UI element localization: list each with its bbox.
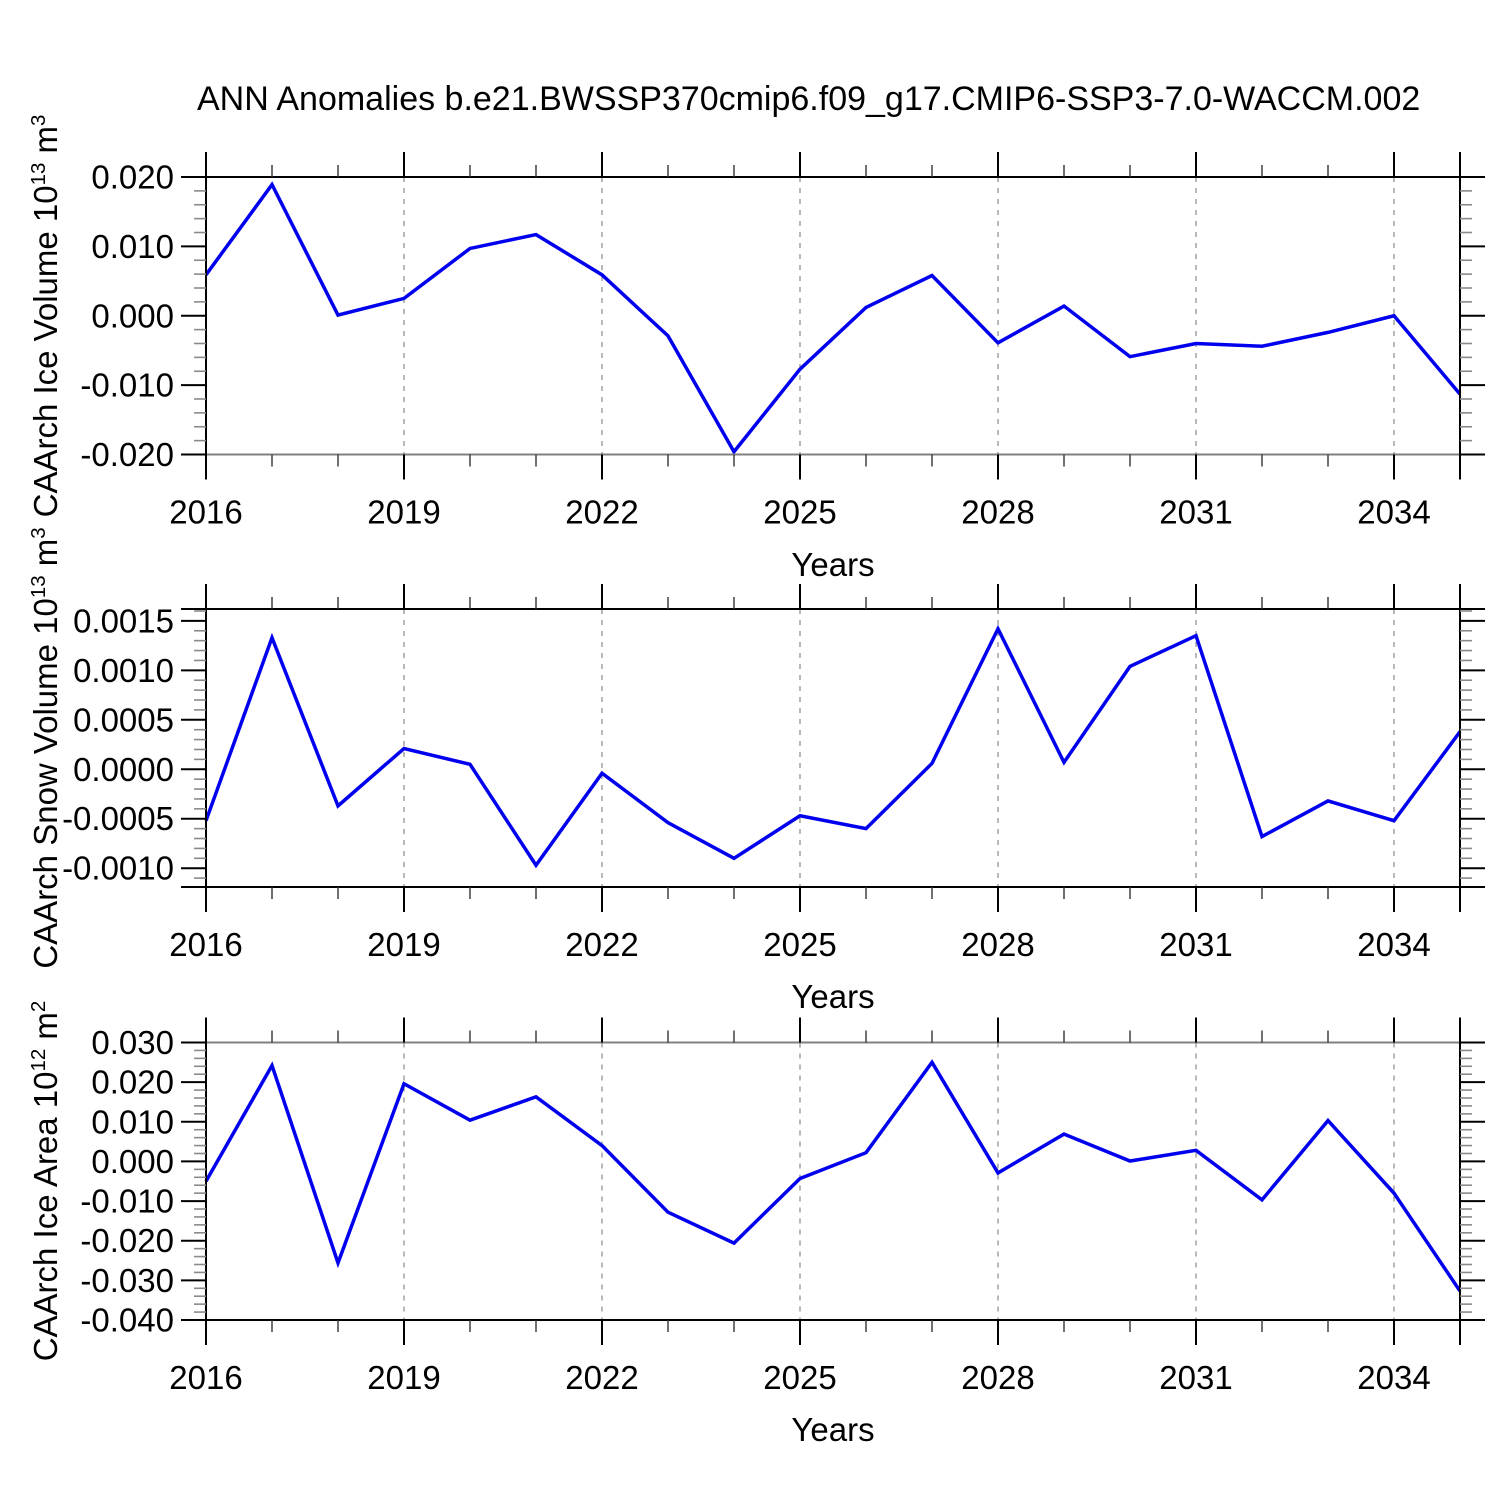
y-axis-label-unit: m xyxy=(27,538,64,576)
x-axis-label: Years xyxy=(791,1411,875,1448)
y-tick-label: -0.0005 xyxy=(62,800,174,837)
y-axis-label-text: CAArch Snow Volume 10 xyxy=(27,598,64,969)
y-tick-label: -0.040 xyxy=(80,1302,174,1339)
y-tick-label: -0.030 xyxy=(80,1262,174,1299)
caarch-ice-area-line xyxy=(204,1059,1462,1293)
y-tick-label: -0.020 xyxy=(80,1222,174,1259)
x-tick-label: 2028 xyxy=(961,926,1034,963)
x-tick-label: 2016 xyxy=(169,494,242,531)
y-tick-label: -0.010 xyxy=(80,1183,174,1220)
x-tick-label: 2019 xyxy=(367,494,440,531)
x-tick-label: 2025 xyxy=(763,926,836,963)
x-tick-label: 2022 xyxy=(565,494,638,531)
x-tick-label: 2031 xyxy=(1159,926,1232,963)
y-tick-label: 0.030 xyxy=(91,1024,174,1061)
y-tick-label: -0.010 xyxy=(80,367,174,404)
y-tick-label: 0.010 xyxy=(91,228,174,265)
y-tick-label: 0.020 xyxy=(91,159,174,196)
y-axis-label-unit-exponent: 3 xyxy=(27,114,50,126)
x-tick-label: 2025 xyxy=(763,1359,836,1396)
y-axis-label-exponent: 13 xyxy=(27,162,50,186)
x-tick-label: 2034 xyxy=(1357,494,1430,531)
y-axis-label-unit-exponent: 3 xyxy=(27,527,50,539)
y-tick-label: 0.0005 xyxy=(73,701,174,738)
x-tick-label: 2028 xyxy=(961,494,1034,531)
y-tick-label: 0.0010 xyxy=(73,652,174,689)
x-tick-label: 2025 xyxy=(763,494,836,531)
y-axis-label-unit: m xyxy=(27,1012,64,1049)
x-tick-label: 2019 xyxy=(367,1359,440,1396)
y-axis-label-unit: m xyxy=(27,125,64,163)
y-tick-label: 0.000 xyxy=(91,1143,174,1180)
y-tick-label: -0.0010 xyxy=(62,850,174,887)
y-axis-label-exponent: 13 xyxy=(27,575,50,599)
caarch-ice-volume-line xyxy=(204,181,1462,455)
x-tick-label: 2031 xyxy=(1159,1359,1232,1396)
x-axis-label: Years xyxy=(791,978,875,1015)
y-axis-label-unit-exponent: 2 xyxy=(27,1000,50,1013)
x-axis-label: Years xyxy=(791,545,875,583)
x-tick-label: 2034 xyxy=(1357,1359,1430,1396)
y-axis-label-text: CAArch Ice Volume 10 xyxy=(27,185,64,518)
y-tick-label: 0.000 xyxy=(91,297,174,334)
y-axis-label-ice-volume: CAArch Ice Volume 1013 m3 xyxy=(27,114,65,517)
y-tick-label: 0.0000 xyxy=(73,751,174,788)
y-tick-label: 0.020 xyxy=(91,1064,174,1101)
y-tick-label: 0.0015 xyxy=(73,602,174,639)
x-tick-label: 2034 xyxy=(1357,926,1430,963)
figure-title: ANN Anomalies b.e21.BWSSP370cmip6.f09_g1… xyxy=(197,80,1421,118)
y-axis-label-exponent: 12 xyxy=(27,1048,50,1072)
y-tick-label: 0.010 xyxy=(91,1103,174,1140)
caarch-snow-volume-line xyxy=(204,624,1462,869)
x-tick-label: 2028 xyxy=(961,1359,1034,1396)
x-tick-label: 2022 xyxy=(565,1359,638,1396)
x-tick-label: 2022 xyxy=(565,926,638,963)
y-axis-label-text: CAArch Ice Area 10 xyxy=(27,1071,64,1362)
y-axis-label-ice-area: CAArch Ice Area 1012 m2 xyxy=(27,1001,65,1362)
x-tick-label: 2019 xyxy=(367,926,440,963)
x-tick-label: 2031 xyxy=(1159,494,1232,531)
x-tick-label: 2016 xyxy=(169,1359,242,1396)
x-tick-label: 2016 xyxy=(169,926,242,963)
y-tick-label: -0.020 xyxy=(80,436,174,473)
y-axis-label-snow-volume: CAArch Snow Volume 1013 m3 xyxy=(27,527,65,968)
